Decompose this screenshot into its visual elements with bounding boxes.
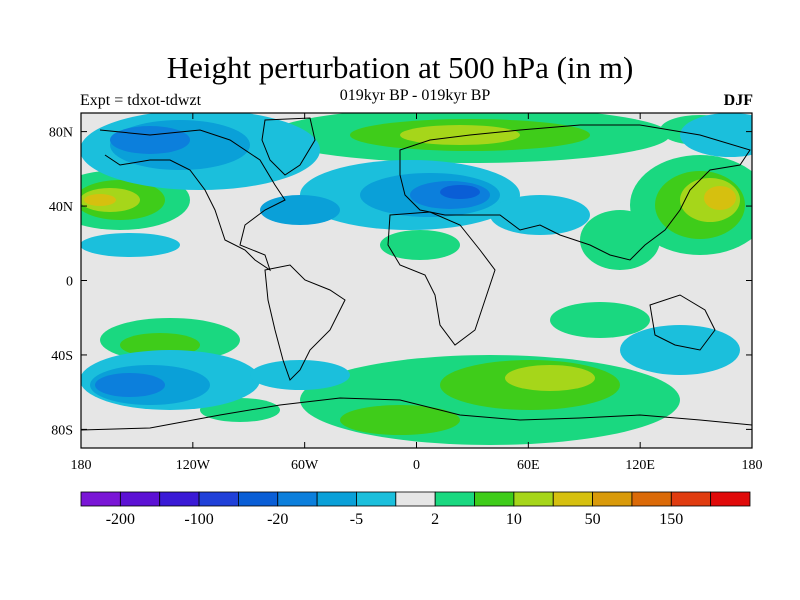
contour-level-very-strong-positive [84,186,736,210]
colorbar-swatch-10 [474,491,515,507]
colorbar: -200 -100 -20 -5 2 10 50 150 [80,491,751,528]
colorbar-swatch-3 [198,491,239,507]
colorbar-swatch-16 [710,491,751,507]
coast-north-america [99,129,286,272]
lon-tick-label: 120E [625,458,655,473]
colorbar-label: 150 [659,511,683,528]
lat-tick-label: 80S [51,423,73,438]
contour-level-very-strong-negative [440,185,480,199]
coast-africa [387,211,496,346]
lon-tick-label: 120W [176,458,211,473]
lat-tick-label: 40S [51,349,73,364]
colorbar-swatch-13 [592,491,633,507]
plot-title: Height perturbation at 500 hPa (in m) [166,50,634,85]
lon-tick-label: 0 [413,458,420,473]
colorbar-swatch-11 [513,491,554,507]
plot-subtitle: 019kyr BP - 019kyr BP [339,87,491,104]
colorbar-label: 10 [506,511,522,528]
coast-australia [649,294,716,351]
colorbar-label: -200 [106,511,135,528]
coast-south-america [264,264,346,381]
colorbar-swatch-7 [356,491,397,507]
colorbar-label: 50 [585,511,601,528]
lon-tick-label: 180 [71,458,92,473]
contour-map [81,113,752,448]
colorbar-label: -100 [184,511,213,528]
coast-antarctica [81,397,752,431]
colorbar-label: -20 [267,511,288,528]
colorbar-swatch-8 [395,491,436,507]
colorbar-swatch-2 [159,491,200,507]
lon-tick-label: 180 [742,458,763,473]
colorbar-swatch-15 [670,491,712,507]
colorbar-swatch-12 [552,491,593,507]
colorbar-label: -5 [350,511,363,528]
map-axes: 180 120W 60W 0 60E 120E 180 80N 40N 0 40S 80S [49,113,763,473]
colorbar-swatch-1 [119,491,161,507]
lon-tick-label: 60W [291,458,319,473]
coastlines [81,117,752,431]
coast-greenland [261,117,316,176]
lon-tick-label: 60E [517,458,540,473]
colorbar-swatch-0 [80,491,121,507]
coast-europe-asia [399,124,751,261]
colorbar-swatch-4 [238,491,279,507]
colorbar-swatch-6 [316,491,357,507]
lat-tick-label: 0 [66,275,73,290]
season-label: DJF [723,92,753,109]
colorbar-swatch-5 [277,491,318,507]
lat-tick-label: 40N [49,200,73,215]
colorbar-swatch-14 [631,491,672,507]
colorbar-label: 2 [431,511,439,528]
colorbar-swatch-9 [434,491,475,507]
experiment-label: Expt = tdxot-tdwzt [80,92,202,109]
lat-tick-label: 80N [49,126,73,141]
